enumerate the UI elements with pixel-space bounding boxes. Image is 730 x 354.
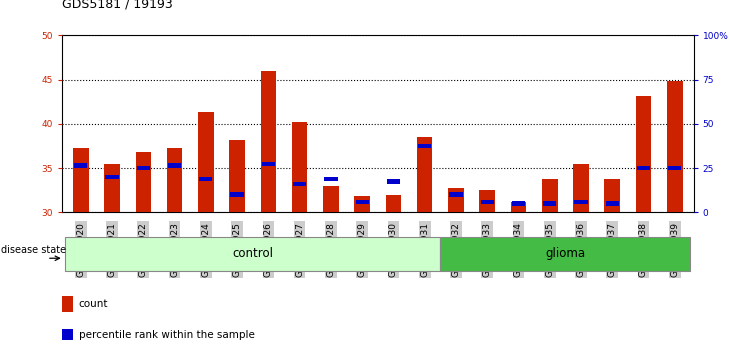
Bar [542, 179, 558, 212]
Bar [229, 140, 245, 212]
Bar [323, 186, 339, 212]
Bar [293, 182, 307, 186]
Bar [606, 201, 619, 206]
Bar [199, 177, 212, 181]
Text: control: control [232, 247, 273, 261]
Bar [573, 164, 589, 212]
Bar [231, 193, 244, 197]
Bar [387, 179, 400, 184]
Bar [512, 201, 525, 206]
Bar [104, 164, 120, 212]
Bar [637, 166, 650, 170]
Bar [105, 175, 119, 179]
Bar [356, 200, 369, 204]
Bar [417, 137, 432, 212]
Bar [354, 196, 370, 212]
Bar [292, 122, 307, 212]
Text: glioma: glioma [545, 247, 585, 261]
Bar [418, 144, 431, 148]
Bar [261, 71, 276, 212]
Bar [324, 177, 337, 181]
Bar [575, 200, 588, 204]
Bar [168, 163, 181, 168]
Bar [136, 152, 151, 212]
Bar [166, 148, 182, 212]
Bar [262, 161, 275, 166]
Bar [73, 148, 88, 212]
Bar [449, 193, 463, 197]
Bar [385, 195, 402, 212]
Text: GDS5181 / 19193: GDS5181 / 19193 [62, 0, 173, 11]
Bar [667, 81, 683, 212]
Bar [198, 113, 214, 212]
Bar [510, 202, 526, 212]
Text: disease state: disease state [1, 245, 66, 256]
Bar [74, 163, 88, 168]
Bar [636, 96, 651, 212]
Bar [604, 179, 620, 212]
Bar [480, 200, 493, 204]
Bar [480, 190, 495, 212]
Bar [448, 188, 464, 212]
Bar [668, 166, 681, 170]
Bar [137, 166, 150, 170]
Text: percentile rank within the sample: percentile rank within the sample [79, 330, 255, 339]
Text: count: count [79, 298, 108, 309]
Bar [543, 201, 556, 206]
